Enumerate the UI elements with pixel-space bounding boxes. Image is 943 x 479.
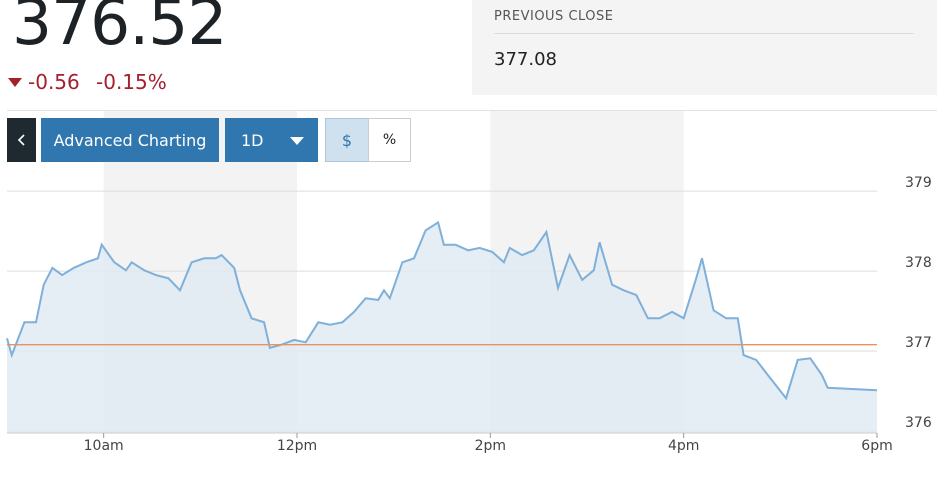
advanced-charting-button[interactable]: Advanced Charting bbox=[41, 118, 219, 162]
range-dropdown[interactable]: 1D bbox=[225, 118, 318, 162]
price: 376.52 bbox=[12, 0, 227, 59]
y-tick-label: 377 bbox=[905, 335, 932, 351]
back-button[interactable] bbox=[7, 118, 36, 162]
x-tick-label: 6pm bbox=[861, 438, 892, 454]
x-tick-label: 4pm bbox=[668, 438, 699, 454]
dropdown-arrow bbox=[290, 137, 304, 145]
price-line bbox=[6, 220, 878, 401]
area bbox=[7, 222, 877, 433]
y-tick-label: 376 bbox=[905, 415, 932, 431]
separator bbox=[7, 110, 937, 111]
dollar-toggle[interactable]: $ bbox=[325, 118, 369, 162]
previous-close-panel: PREVIOUS CLOSE 377.08 bbox=[472, 0, 937, 95]
down-arrow bbox=[8, 78, 22, 87]
x-tick-label: 10am bbox=[84, 438, 124, 454]
y-tick-label: 378 bbox=[905, 255, 932, 271]
change-percent: -0.15% bbox=[96, 70, 167, 94]
previous-close-label: PREVIOUS CLOSE bbox=[494, 9, 614, 24]
chevron bbox=[17, 134, 25, 146]
change: -0.56 bbox=[28, 70, 80, 94]
divider bbox=[494, 33, 914, 34]
percent-toggle[interactable]: % bbox=[368, 118, 411, 162]
range-label: 1D bbox=[241, 130, 264, 150]
previous-close: 377.08 bbox=[494, 49, 557, 70]
x-tick-label: 2pm bbox=[475, 438, 506, 454]
x-tick-label: 12pm bbox=[277, 438, 317, 454]
y-tick-label: 379 bbox=[905, 175, 932, 191]
